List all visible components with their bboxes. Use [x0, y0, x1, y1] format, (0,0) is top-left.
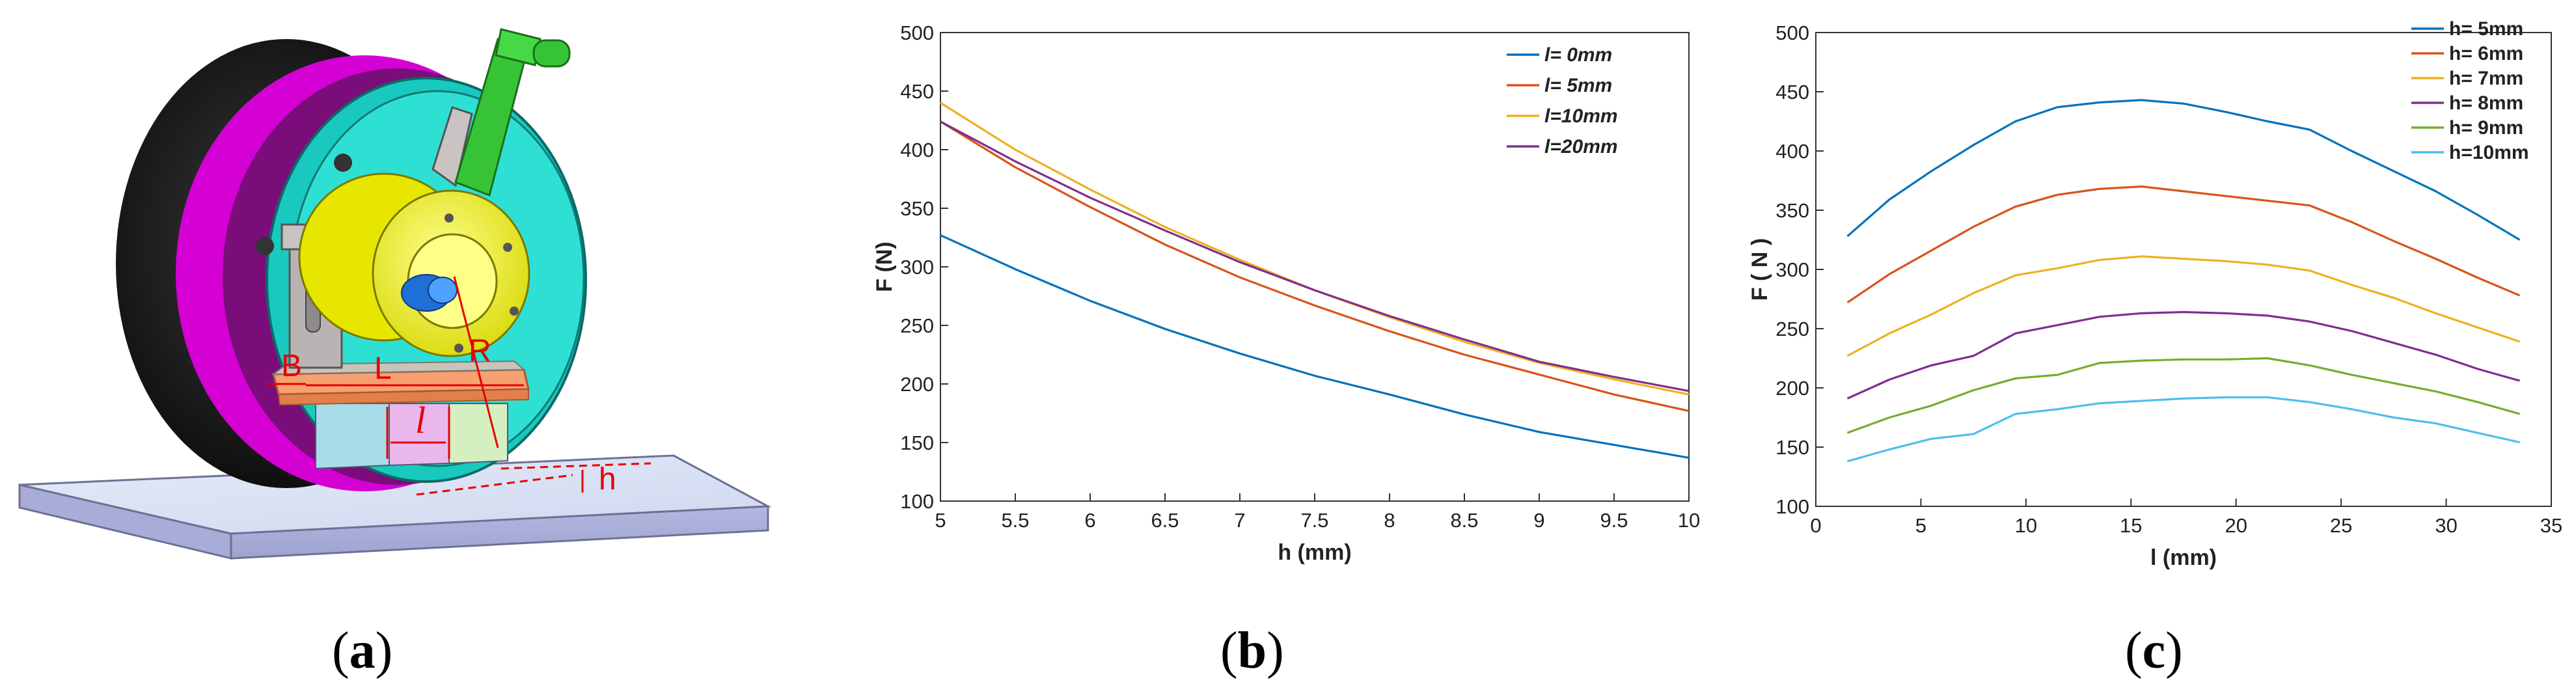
dimension-label-l-lower: l — [415, 399, 426, 441]
sensor-blocks — [315, 403, 508, 470]
dimension-label-l-upper: L — [374, 351, 392, 386]
ground-slab — [18, 454, 772, 560]
series-line-1 — [940, 120, 1690, 412]
x-tick-label: 5 — [935, 509, 946, 532]
x-tick-label: 35 — [2540, 514, 2562, 537]
y-tick-label: 400 — [1775, 140, 1809, 163]
x-tick-label: 6.5 — [1151, 509, 1179, 532]
x-tick-label: 7.5 — [1300, 509, 1328, 532]
series-line-3 — [940, 120, 1690, 392]
series-line-0 — [1846, 99, 2521, 241]
x-tick-label: 30 — [2435, 514, 2457, 537]
x-tick-label: 25 — [2330, 514, 2352, 537]
dimension-labels: B L l R h — [281, 334, 616, 497]
legend-entry: h= 6mm — [2449, 43, 2523, 64]
yellow-hub — [298, 172, 530, 357]
plot-area — [940, 32, 1690, 502]
x-tick-label: 10 — [1678, 509, 1700, 532]
x-tick-label: 8 — [1384, 509, 1395, 532]
panel-label-a: (a) — [332, 622, 393, 679]
y-tick-label: 350 — [900, 197, 934, 220]
y-tick-label: 200 — [1775, 377, 1809, 400]
x-tick-label: 5 — [1915, 514, 1926, 537]
panel-label-b: (b) — [1220, 622, 1284, 679]
legend-entry: l=10mm — [1544, 105, 1618, 127]
legend-entry: l= 0mm — [1544, 44, 1612, 66]
bolt-icon — [256, 237, 274, 255]
dimension-lines — [268, 276, 651, 496]
y-tick-label: 150 — [1775, 436, 1809, 459]
x-tick-label: 20 — [2225, 514, 2247, 537]
y-tick-label: 500 — [1775, 21, 1809, 44]
dimension-label-h: h — [599, 462, 616, 497]
x-tick-label: 15 — [2120, 514, 2142, 537]
x-axis-label: h (mm) — [1278, 540, 1351, 565]
y-tick-label: 350 — [1775, 199, 1809, 222]
x-axis-label: l (mm) — [2150, 545, 2217, 570]
x-tick-label: 7 — [1234, 509, 1245, 532]
base-plate — [271, 360, 530, 406]
y-tick-label: 200 — [900, 373, 934, 396]
panel-label-c: (c) — [2125, 622, 2183, 679]
y-tick-label: 100 — [900, 490, 934, 513]
series-line-1 — [1846, 185, 2521, 304]
x-tick-label: 10 — [2015, 514, 2037, 537]
series-line-3 — [1846, 310, 2521, 400]
legend-entry: h= 9mm — [2449, 117, 2523, 139]
chart-b: 100 150 200 250 300 350 400 450 500 5 5.5 6 6.5 7 7.5 8… — [872, 21, 1700, 565]
x-tick-label: 6 — [1084, 509, 1095, 532]
legend-entry: h= 5mm — [2449, 18, 2523, 40]
bolt-icon — [334, 154, 352, 172]
x-tick-label: 0 — [1810, 514, 1821, 537]
legend-entry: h= 7mm — [2449, 68, 2523, 89]
panel-c: 100 150 200 250 300 350 400 450 500 0 5 10 15 20 25 30 3… — [1747, 0, 2576, 697]
y-tick-label: 250 — [900, 314, 934, 337]
green-handle — [454, 28, 571, 197]
chart-c: 100 150 200 250 300 350 400 450 500 0 5 10 15 20 25 30 3… — [1747, 18, 2562, 570]
legend-entry: l= 5mm — [1544, 75, 1612, 96]
y-tick-label: 250 — [1775, 318, 1809, 340]
legend-entry: h= 8mm — [2449, 92, 2523, 114]
x-tick-label: 9.5 — [1600, 509, 1628, 532]
panel-b: 100 150 200 250 300 350 400 450 500 5 5.5 6 6.5 7 7.5 8… — [843, 0, 1700, 697]
x-tick-label: 5.5 — [1001, 509, 1029, 532]
series-line-4 — [1846, 357, 2521, 434]
y-axis-label: F (N) — [872, 241, 897, 292]
y-tick-label: 450 — [900, 80, 934, 103]
dimension-label-b: B — [281, 349, 302, 383]
legend-entry: l=20mm — [1544, 136, 1618, 157]
y-tick-label: 450 — [1775, 81, 1809, 103]
y-tick-label: 300 — [1775, 258, 1809, 281]
series-line-5 — [1846, 396, 2520, 463]
legend-entry: h=10mm — [2449, 142, 2529, 163]
wheel-illustration: B L l R h — [18, 28, 772, 560]
x-tick-label: 9 — [1533, 509, 1544, 532]
y-tick-label: 500 — [900, 21, 934, 44]
y-tick-label: 400 — [900, 139, 934, 161]
series-line-0 — [940, 234, 1690, 459]
y-tick-label: 100 — [1775, 495, 1809, 518]
y-tick-label: 300 — [900, 256, 934, 279]
y-tick-label: 150 — [900, 431, 934, 454]
dimension-label-r: R — [469, 334, 491, 368]
y-axis-label: F ( N ) — [1747, 238, 1772, 301]
x-tick-label: 8.5 — [1450, 509, 1478, 532]
panel-a: B L l R h (a) — [0, 0, 807, 697]
series-line-2 — [1846, 255, 2521, 357]
